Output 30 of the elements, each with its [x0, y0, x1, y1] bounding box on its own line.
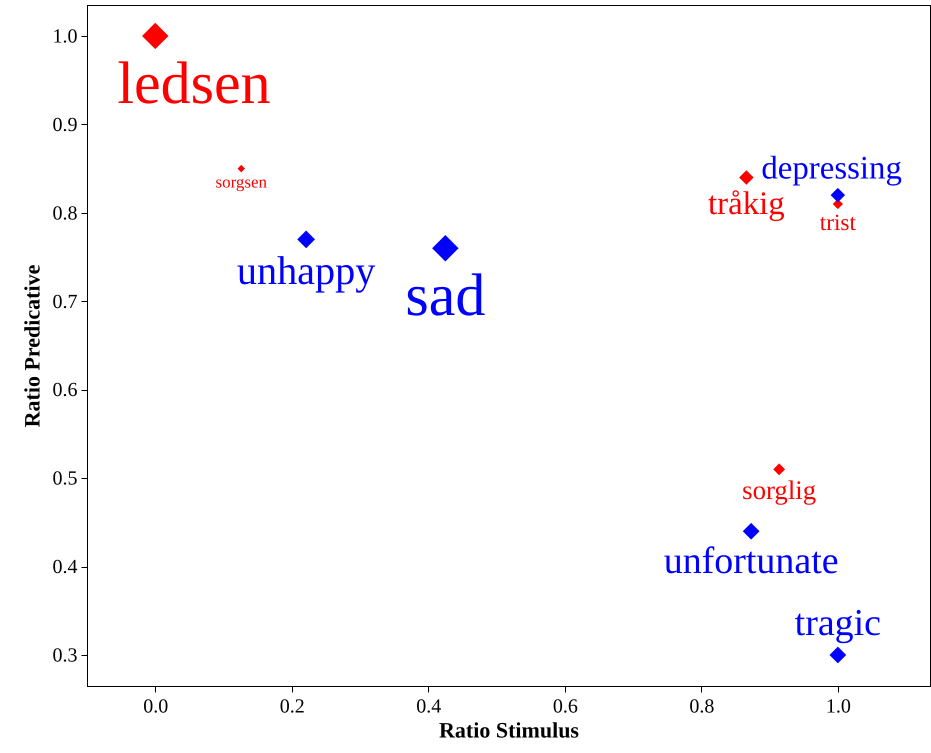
point — [829, 646, 846, 664]
annotation: ledsen — [117, 50, 271, 116]
y-tick-label: 0.5 — [52, 468, 78, 490]
y-tick-label: 0.6 — [52, 379, 78, 402]
annotation: sorglig — [742, 475, 816, 506]
point — [297, 230, 315, 248]
annotation: depressing — [761, 150, 902, 186]
annotation: sorgsen — [215, 172, 268, 192]
y-tick-label: 0.7 — [52, 290, 78, 313]
annotation: unhappy — [236, 248, 376, 294]
annotation: tråkig — [708, 186, 785, 222]
y-tick-label: 0.9 — [52, 114, 78, 136]
x-tick-label: 0.4 — [416, 696, 442, 718]
y-tick-label: 1.0 — [52, 25, 78, 48]
annotation: unfortunate — [664, 540, 839, 582]
x-tick-label: 1.0 — [826, 696, 851, 718]
annotation: tragic — [794, 602, 882, 644]
point — [773, 463, 786, 476]
annotation: sad — [405, 262, 486, 328]
annotation: trist — [820, 210, 856, 236]
x-tick-label: 0.8 — [689, 696, 714, 718]
y-tick-label: 0.4 — [52, 556, 78, 578]
x-tick-label: 0.6 — [552, 696, 578, 718]
x-tick-label: 0.0 — [143, 696, 168, 718]
y-axis-title: Ratio Predicative — [20, 264, 44, 428]
y-tick-label: 0.8 — [52, 202, 78, 224]
y-tick-label: 0.3 — [52, 644, 78, 667]
x-tick-label: 0.2 — [280, 696, 305, 718]
point — [742, 522, 760, 540]
x-axis-title: Ratio Stimulus — [439, 718, 580, 742]
